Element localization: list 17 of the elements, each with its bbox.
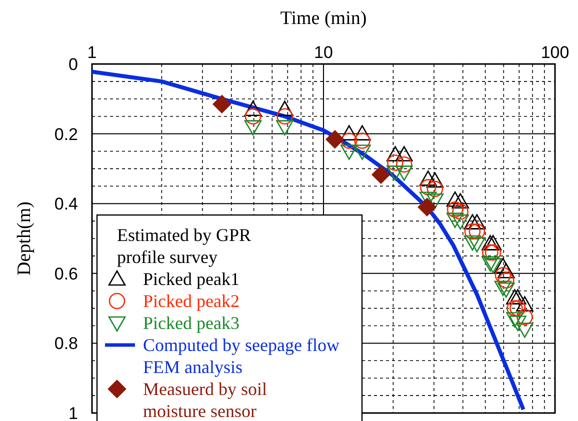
x-tick-label: 100: [540, 43, 570, 62]
x-tick-label: 1: [87, 43, 97, 62]
y-tick-label: 0.2: [54, 124, 78, 144]
y-tick-label: 0.8: [54, 334, 78, 354]
legend-label: Picked peak3: [143, 313, 240, 333]
y-tick-label: 0: [68, 55, 78, 74]
legend-label: Picked peak2: [143, 291, 240, 311]
y-tick-label: 1: [68, 404, 78, 421]
y-tick-label: 0.4: [54, 194, 78, 214]
legend-label: Measuerd by soil moisture sensor: [143, 379, 267, 421]
legend-label: Picked peak1: [143, 269, 240, 289]
legend-title: Estimated by GPR profile survey: [117, 225, 251, 267]
y-tick-label: 0.6: [54, 264, 78, 284]
x-tick-label: 10: [314, 43, 333, 62]
y-axis-title: Depth(m): [14, 202, 35, 276]
x-axis-title: Time (min): [280, 8, 367, 29]
legend-label: Computed by seepage flow FEM analysis: [143, 335, 340, 377]
